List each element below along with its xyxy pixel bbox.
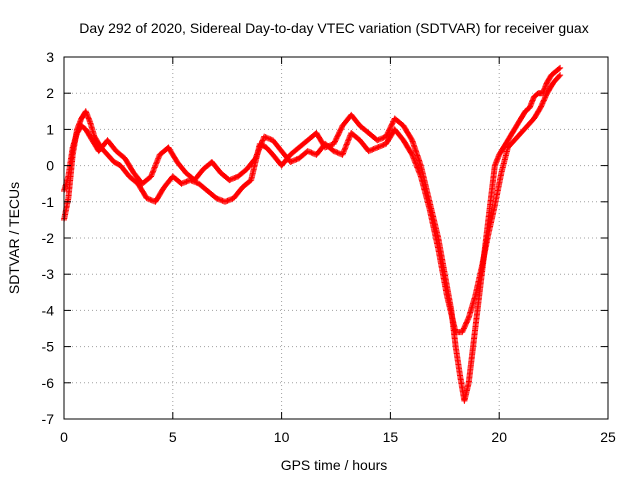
data-point (148, 172, 155, 179)
gridlines (64, 57, 608, 419)
data-point (410, 155, 417, 162)
data-point (415, 167, 422, 174)
data-point (255, 147, 262, 154)
data-point (413, 163, 420, 170)
data-point (416, 170, 423, 177)
data-point (154, 158, 161, 165)
data-point (154, 156, 161, 163)
y-tick-label: -4 (42, 302, 55, 318)
data-point (252, 155, 259, 162)
data-points (61, 64, 564, 404)
data-point (341, 147, 348, 154)
data-point (413, 161, 420, 168)
data-point (255, 148, 262, 155)
data-point (258, 140, 265, 147)
data-point (417, 172, 424, 179)
x-tick-label: 20 (491, 429, 507, 445)
data-point (257, 142, 264, 149)
data-point (155, 154, 162, 161)
data-point (259, 138, 266, 145)
data-point (412, 160, 419, 167)
data-point (345, 136, 352, 143)
data-point (150, 167, 157, 174)
x-tick-label: 10 (274, 429, 290, 445)
data-point (258, 141, 265, 148)
y-axis-label: SDTVAR / TECUs (6, 182, 22, 294)
data-point (259, 137, 266, 144)
data-point (346, 135, 353, 142)
y-tick-label: -7 (42, 411, 55, 427)
chart-title: Day 292 of 2020, Sidereal Day-to-day VTE… (79, 20, 588, 36)
x-tick-label: 5 (169, 429, 177, 445)
y-tick-label: -6 (42, 375, 55, 391)
data-point (253, 154, 259, 161)
data-point (344, 138, 351, 145)
data-point (411, 156, 418, 163)
data-point (153, 160, 160, 167)
y-tick-label: -5 (42, 339, 55, 355)
data-point (556, 73, 563, 80)
data-point (339, 151, 346, 158)
y-tick-label: 2 (46, 85, 54, 101)
data-point (257, 143, 264, 150)
data-point (346, 133, 353, 140)
data-point (340, 149, 347, 156)
data-point (556, 65, 563, 72)
data-point (256, 145, 263, 152)
data-point (149, 170, 156, 177)
y-tick-label: 1 (46, 121, 54, 137)
data-point (256, 146, 263, 153)
x-tick-label: 25 (600, 429, 616, 445)
x-tick-label: 15 (383, 429, 399, 445)
data-point (557, 64, 564, 71)
y-tick-label: -2 (42, 230, 55, 246)
data-point (414, 164, 421, 171)
data-point (340, 150, 347, 157)
data-point (152, 161, 159, 168)
data-point (150, 168, 157, 175)
y-tick-label: -3 (42, 266, 55, 282)
data-point (254, 150, 261, 157)
x-tick-label: 0 (60, 429, 68, 445)
data-point (151, 164, 158, 171)
data-point (415, 168, 422, 175)
data-point (344, 140, 351, 147)
y-tick-label: 0 (46, 158, 54, 174)
data-point (341, 146, 348, 153)
axis-ticks: 0 5 10 15 20 25 -7 -6 -5 -4 -3 -2 -1 0 1 2 3 (42, 49, 616, 445)
data-point (148, 173, 155, 180)
data-point (414, 165, 421, 172)
data-point (416, 169, 423, 176)
data-point (155, 155, 162, 162)
data-point (254, 151, 261, 158)
data-point (342, 145, 349, 152)
data-point (412, 159, 419, 166)
data-point (342, 144, 349, 151)
data-point (409, 153, 416, 160)
data-point (345, 137, 352, 144)
data-point (411, 158, 418, 165)
data-point (152, 163, 159, 170)
data-point (557, 72, 564, 79)
x-axis-label: GPS time / hours (281, 457, 388, 473)
data-point (343, 141, 350, 148)
data-point (409, 151, 416, 158)
data-point (149, 169, 156, 176)
data-point (343, 142, 350, 149)
y-tick-label: 3 (46, 49, 54, 65)
data-point (151, 165, 158, 172)
y-tick-label: -1 (42, 194, 55, 210)
data-point (253, 152, 260, 159)
data-point (410, 154, 417, 161)
data-point (153, 159, 160, 166)
